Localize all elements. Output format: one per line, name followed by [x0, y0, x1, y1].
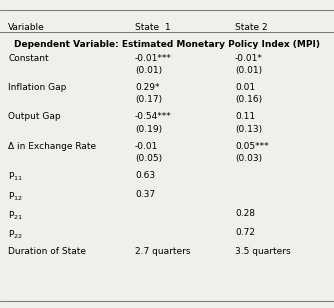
Text: Dependent Variable: Estimated Monetary Policy Index (MPI): Dependent Variable: Estimated Monetary P… [14, 40, 320, 49]
Text: P$_{21}$: P$_{21}$ [8, 209, 23, 222]
Text: (0.13): (0.13) [235, 125, 262, 134]
Text: -0.01*: -0.01* [235, 54, 263, 63]
Text: (0.03): (0.03) [235, 154, 262, 163]
Text: Duration of State: Duration of State [8, 247, 86, 256]
Text: Variable: Variable [8, 23, 45, 32]
Text: P$_{11}$: P$_{11}$ [8, 171, 23, 184]
Text: 0.05***: 0.05*** [235, 142, 269, 151]
Text: (0.01): (0.01) [135, 66, 162, 75]
Text: 0.63: 0.63 [135, 171, 155, 180]
Text: 3.5 quarters: 3.5 quarters [235, 247, 291, 256]
Text: 2.7 quarters: 2.7 quarters [135, 247, 190, 256]
Text: (0.17): (0.17) [135, 95, 162, 104]
Text: (0.01): (0.01) [235, 66, 262, 75]
Text: 0.29*: 0.29* [135, 83, 160, 92]
Text: Constant: Constant [8, 54, 49, 63]
Text: State 2: State 2 [235, 23, 268, 32]
Text: Inflation Gap: Inflation Gap [8, 83, 66, 92]
Text: Δ in Exchange Rate: Δ in Exchange Rate [8, 142, 96, 151]
Text: -0.01***: -0.01*** [135, 54, 172, 63]
Text: Output Gap: Output Gap [8, 112, 61, 121]
Text: P$_{22}$: P$_{22}$ [8, 228, 23, 241]
Text: State  1: State 1 [135, 23, 171, 32]
Text: (0.19): (0.19) [135, 125, 162, 134]
Text: 0.37: 0.37 [135, 190, 155, 199]
Text: 0.72: 0.72 [235, 228, 255, 237]
Text: (0.05): (0.05) [135, 154, 162, 163]
Text: P$_{12}$: P$_{12}$ [8, 190, 23, 203]
Text: -0.54***: -0.54*** [135, 112, 172, 121]
Text: 0.11: 0.11 [235, 112, 255, 121]
Text: (0.16): (0.16) [235, 95, 262, 104]
Text: 0.28: 0.28 [235, 209, 255, 218]
Text: -0.01: -0.01 [135, 142, 158, 151]
Text: 0.01: 0.01 [235, 83, 255, 92]
